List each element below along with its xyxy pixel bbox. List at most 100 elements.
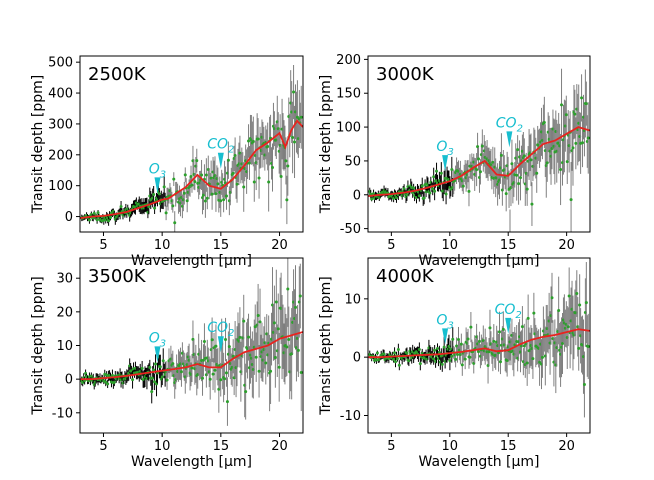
data-point bbox=[147, 205, 151, 209]
data-point bbox=[396, 347, 400, 351]
data-point bbox=[448, 359, 452, 363]
data-point bbox=[442, 345, 446, 349]
data-point bbox=[433, 348, 437, 352]
data-point bbox=[210, 338, 214, 342]
x-tick-label: 15 bbox=[500, 238, 517, 253]
data-point bbox=[131, 378, 135, 382]
data-point bbox=[157, 192, 161, 196]
y-tick-label: 300 bbox=[48, 117, 73, 132]
data-point bbox=[148, 365, 152, 369]
data-point bbox=[285, 198, 289, 202]
data-point bbox=[397, 363, 401, 367]
data-point bbox=[279, 174, 283, 178]
data-point bbox=[285, 345, 289, 349]
y-tick-label: -10 bbox=[340, 409, 361, 424]
data-point bbox=[299, 115, 303, 119]
data-point bbox=[267, 180, 271, 184]
data-point bbox=[257, 369, 261, 373]
x-axis-label: Wavelength [μm] bbox=[419, 253, 540, 269]
data-point bbox=[110, 373, 114, 377]
data-point bbox=[560, 103, 564, 107]
x-tick-label: 10 bbox=[442, 439, 459, 454]
data-point bbox=[584, 301, 588, 305]
data-point bbox=[517, 182, 521, 186]
data-point bbox=[242, 319, 246, 323]
data-point bbox=[460, 363, 464, 367]
data-point bbox=[573, 112, 577, 116]
data-point bbox=[550, 296, 554, 300]
data-point bbox=[164, 211, 168, 215]
x-axis-label: Wavelength [μm] bbox=[131, 454, 252, 470]
data-point bbox=[487, 350, 491, 354]
data-point bbox=[564, 113, 568, 117]
data-point bbox=[450, 354, 454, 358]
data-point bbox=[428, 191, 432, 195]
data-point bbox=[480, 144, 484, 148]
data-point bbox=[235, 182, 239, 186]
data-point bbox=[152, 192, 156, 196]
data-point bbox=[231, 171, 235, 175]
data-point bbox=[173, 221, 177, 225]
molecule-marker bbox=[217, 336, 224, 353]
data-point bbox=[161, 359, 165, 363]
data-point bbox=[219, 378, 223, 382]
molecule-marker bbox=[217, 152, 224, 169]
data-point bbox=[190, 366, 194, 370]
molecule-label: CO2 bbox=[207, 320, 234, 339]
data-point bbox=[214, 344, 218, 348]
data-point bbox=[96, 211, 100, 215]
y-axis-label: Transit depth [ppm] bbox=[30, 75, 46, 214]
data-point bbox=[276, 327, 280, 331]
data-point bbox=[433, 189, 437, 193]
data-point bbox=[439, 171, 443, 175]
data-point bbox=[477, 339, 481, 343]
data-point bbox=[522, 154, 526, 158]
data-point bbox=[375, 351, 379, 355]
data-point bbox=[104, 380, 108, 384]
data-point bbox=[516, 148, 520, 152]
data-point bbox=[436, 346, 439, 350]
data-point bbox=[299, 371, 303, 375]
data-point bbox=[525, 187, 529, 191]
data-point bbox=[258, 320, 262, 324]
data-point bbox=[418, 362, 422, 366]
data-point bbox=[529, 158, 533, 162]
data-series bbox=[80, 65, 303, 232]
panel-title: 3500K bbox=[88, 266, 147, 287]
model-line bbox=[80, 331, 303, 381]
molecule-label: CO2 bbox=[495, 302, 522, 321]
data-point bbox=[182, 191, 186, 195]
panel-title: 3000K bbox=[376, 64, 435, 85]
data-point bbox=[447, 344, 451, 348]
data-point bbox=[393, 351, 397, 355]
data-point bbox=[214, 192, 218, 196]
data-point bbox=[519, 176, 522, 180]
data-point bbox=[444, 192, 448, 196]
data-point bbox=[203, 199, 207, 203]
data-point bbox=[417, 194, 421, 198]
data-point bbox=[574, 141, 578, 145]
data-point bbox=[545, 161, 549, 165]
data-point bbox=[498, 360, 502, 364]
data-point bbox=[256, 314, 260, 318]
data-point bbox=[153, 206, 157, 210]
panel-title: 4000K bbox=[376, 266, 435, 287]
data-point bbox=[150, 390, 154, 394]
data-point bbox=[190, 183, 194, 187]
data-point bbox=[392, 357, 396, 361]
data-point bbox=[586, 344, 590, 348]
y-tick-label: 10 bbox=[56, 339, 73, 354]
axes-frame bbox=[367, 55, 591, 233]
data-point bbox=[210, 192, 214, 196]
data-point bbox=[224, 371, 228, 375]
data-point bbox=[257, 176, 261, 180]
data-point bbox=[219, 199, 223, 203]
data-point bbox=[571, 146, 575, 150]
data-point bbox=[557, 308, 561, 312]
data-point bbox=[469, 325, 473, 329]
data-point bbox=[216, 182, 220, 186]
data-point bbox=[522, 344, 526, 348]
y-tick-label: 200 bbox=[336, 53, 361, 68]
panel-3000K: O3 CO2 5 10 15 20 -50 0 50 100 150 200 Wavelength [μ… bbox=[318, 53, 591, 269]
data-point bbox=[440, 362, 444, 366]
